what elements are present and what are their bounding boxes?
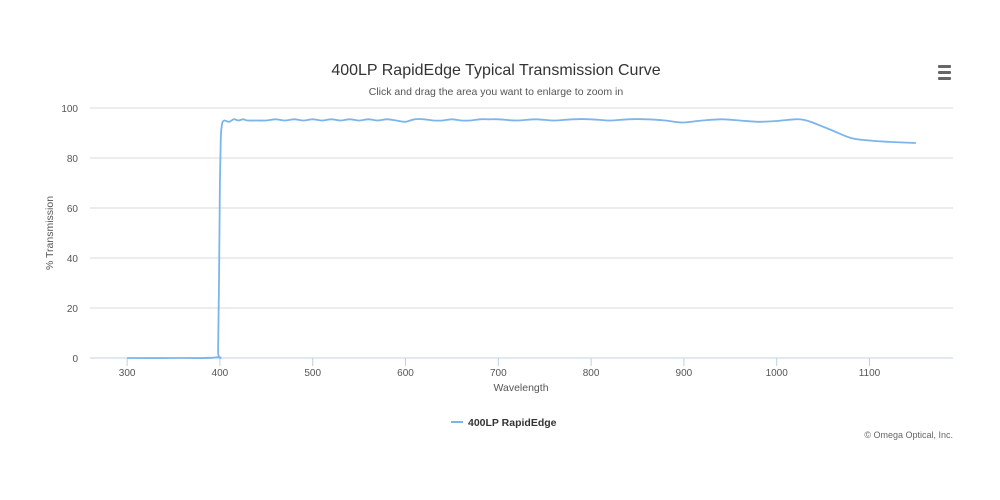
credits[interactable]: © Omega Optical, Inc.: [864, 430, 953, 440]
x-tick-label: 500: [304, 368, 321, 379]
series-line[interactable]: [127, 118, 916, 359]
grid-lines: 0 20 40 60 80 100: [61, 104, 953, 365]
menu-icon[interactable]: [932, 60, 956, 82]
x-tick-label: 900: [676, 368, 693, 379]
chart-subtitle: Click and drag the area you want to enla…: [369, 86, 624, 98]
x-tick-label: 800: [583, 368, 600, 379]
series-layer: [127, 118, 916, 359]
legend-label[interactable]: 400LP RapidEdge: [468, 417, 557, 429]
x-tick-label: 1000: [766, 368, 789, 379]
x-axis-title: Wavelength: [493, 382, 548, 394]
x-tick-label: 1100: [859, 368, 881, 379]
y-axis-title: % Transmission: [44, 196, 56, 270]
y-tick-label: 0: [72, 354, 78, 365]
y-tick-label: 40: [67, 254, 79, 265]
axes: 300 400 500 600 700 800 900 1000 1100: [90, 357, 953, 379]
x-tick-label: 700: [490, 368, 507, 379]
y-tick-label: 20: [67, 304, 79, 315]
x-tick-label: 600: [397, 368, 414, 379]
y-tick-label: 100: [61, 104, 78, 115]
x-tick-label: 300: [119, 368, 136, 379]
chart-title: 400LP RapidEdge Typical Transmission Cur…: [331, 62, 660, 79]
x-tick-label: 400: [212, 368, 229, 379]
y-tick-label: 80: [67, 154, 79, 165]
y-tick-label: 60: [67, 204, 79, 215]
legend[interactable]: 400LP RapidEdge: [451, 417, 557, 429]
